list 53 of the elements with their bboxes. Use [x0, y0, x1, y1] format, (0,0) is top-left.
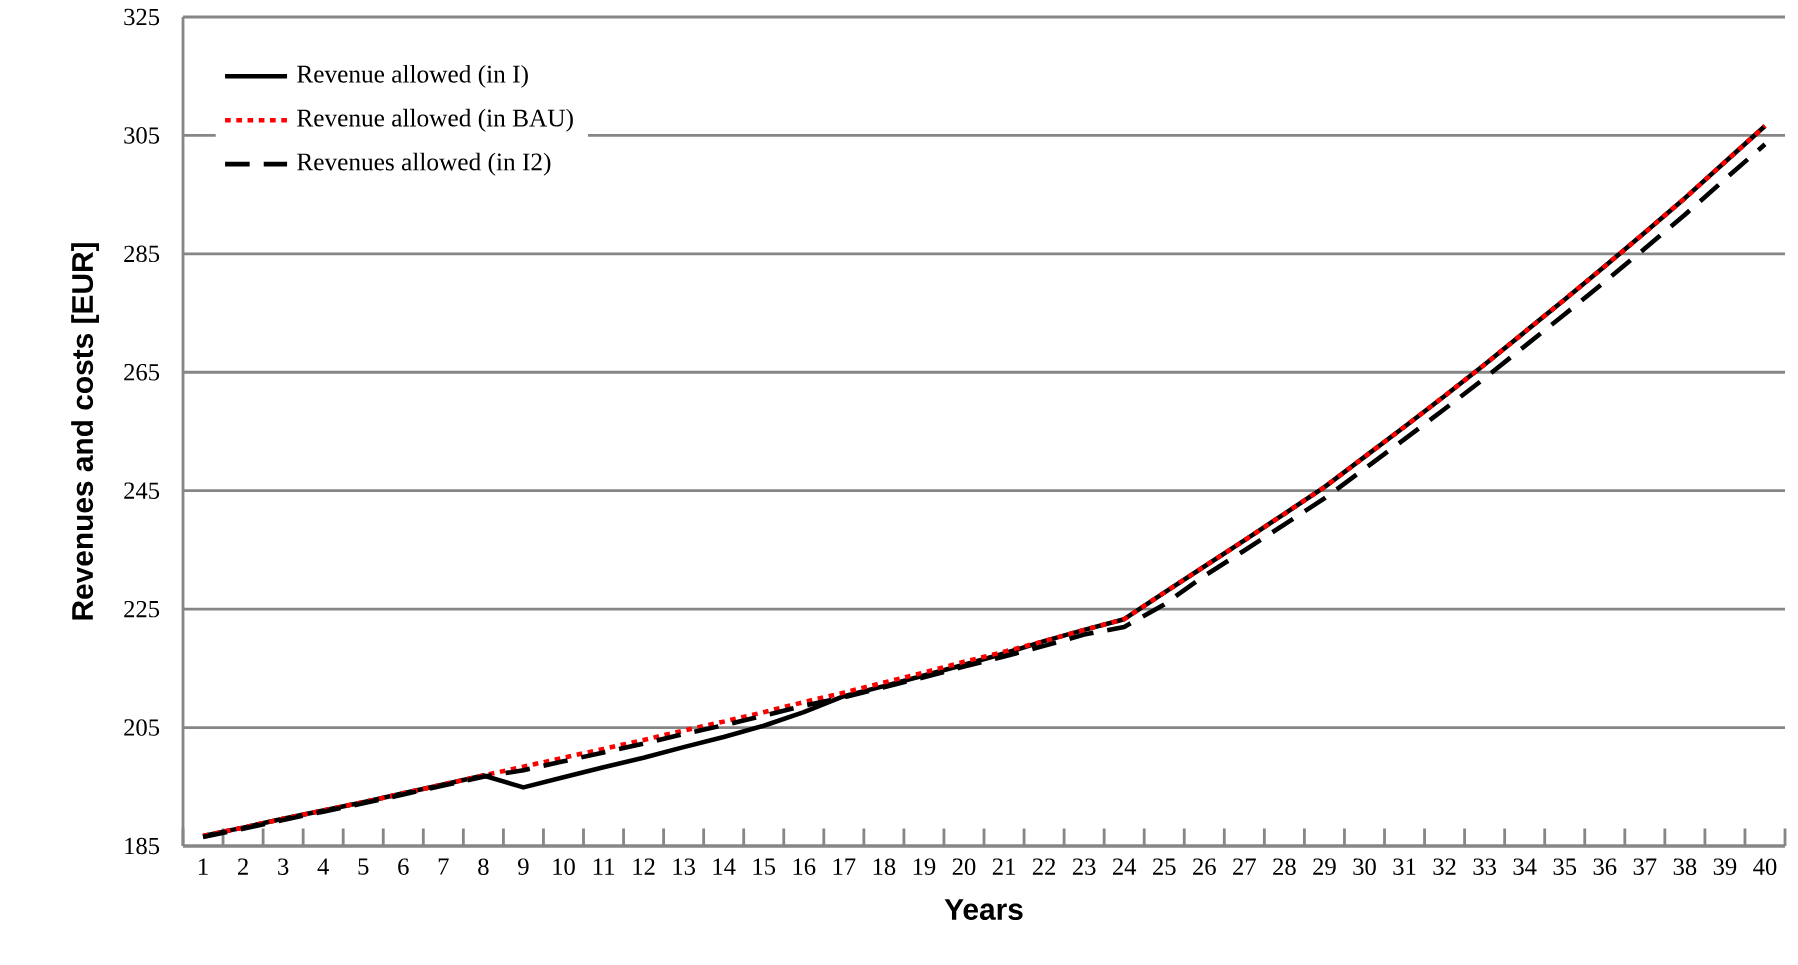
- x-tick-label: 21: [992, 858, 1015, 875]
- x-tick-label: 24: [1112, 858, 1137, 875]
- y-tick-label: 225: [124, 600, 160, 618]
- x-axis-title: Years: [944, 899, 1023, 920]
- x-tick-label: 9: [518, 858, 529, 875]
- y-axis-title: Revenues and costs [EUR]: [71, 243, 99, 620]
- x-tick-label: 18: [873, 858, 896, 875]
- x-tick-label: 25: [1153, 858, 1176, 875]
- x-tick-label: 37: [1633, 858, 1657, 875]
- x-tick-label: 11: [593, 858, 614, 875]
- x-tick-label: 28: [1273, 858, 1296, 875]
- x-tick-label: 13: [673, 858, 695, 875]
- x-tick-label: 31: [1393, 858, 1416, 875]
- x-tick-label: 14: [713, 858, 736, 875]
- x-tick-label: 20: [952, 858, 976, 875]
- x-tick-label: 23: [1072, 858, 1096, 875]
- legend-label: Revenue allowed (in BAU): [297, 108, 573, 132]
- x-tick-label: 26: [1193, 858, 1216, 875]
- x-tick-label: 4: [317, 858, 329, 875]
- x-tick-label: 5: [358, 858, 369, 875]
- x-tick-label: 16: [793, 858, 816, 875]
- x-tick-label: 38: [1673, 858, 1697, 875]
- x-tick-label: 10: [553, 858, 575, 875]
- y-tick-label: 185: [125, 837, 160, 855]
- x-tick-label: 22: [1032, 858, 1055, 875]
- x-tick-label: 30: [1353, 858, 1376, 875]
- y-tick-label: 205: [124, 719, 160, 736]
- x-tick-label: 35: [1553, 858, 1577, 875]
- x-tick-label: 27: [1233, 858, 1256, 875]
- x-tick-label: 7: [438, 858, 449, 875]
- x-tick-label: 32: [1433, 858, 1456, 875]
- legend-label: Revenues allowed (in I2): [297, 152, 551, 176]
- x-tick-label: 40: [1753, 858, 1777, 875]
- x-tick-label: 1: [199, 858, 208, 875]
- x-tick-label: 19: [913, 858, 936, 875]
- x-tick-label: 2: [238, 858, 248, 875]
- x-tick-label: 34: [1513, 858, 1537, 875]
- x-tick-label: 3: [278, 858, 289, 875]
- x-tick-label: 33: [1473, 858, 1496, 875]
- y-tick-label: 325: [124, 8, 160, 26]
- x-tick-label: 12: [633, 858, 655, 875]
- y-tick-label: 245: [124, 482, 160, 499]
- legend-label: Revenue allowed (in I): [297, 64, 528, 88]
- x-tick-label: 39: [1713, 858, 1737, 875]
- y-tick-label: 285: [124, 245, 160, 263]
- x-tick-label: 15: [753, 858, 776, 875]
- y-tick-label: 265: [124, 364, 160, 381]
- x-tick-label: 36: [1593, 858, 1617, 875]
- x-tick-label: 17: [833, 858, 856, 875]
- y-tick-label: 305: [124, 127, 160, 144]
- x-tick-label: 29: [1313, 858, 1336, 875]
- x-tick-label: 6: [398, 858, 409, 875]
- x-tick-label: 8: [478, 858, 489, 875]
